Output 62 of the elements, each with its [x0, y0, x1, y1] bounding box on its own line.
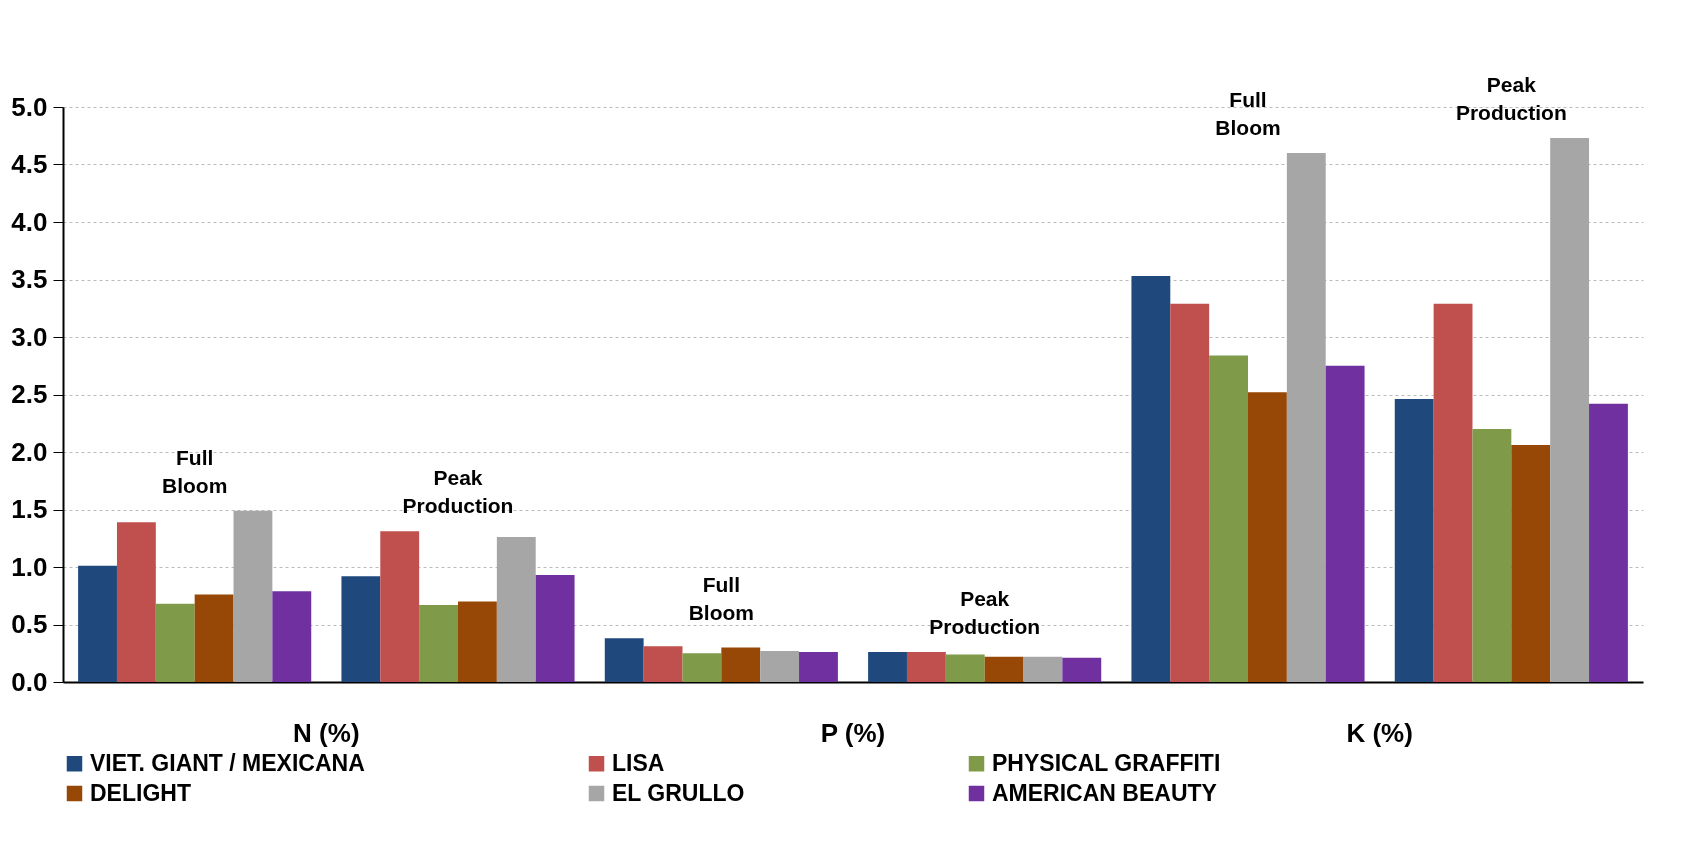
- bar: [984, 656, 1024, 682]
- bar: [1209, 355, 1248, 682]
- bar: [496, 537, 536, 682]
- bar: [1062, 657, 1102, 682]
- y-tick-label: 0.5: [11, 609, 48, 639]
- bar: [535, 575, 575, 682]
- y-tick-label: 2.5: [11, 379, 48, 409]
- bar: [945, 654, 985, 682]
- bar: [341, 576, 381, 682]
- bar: [458, 601, 497, 682]
- y-tick-label: 3.0: [11, 321, 48, 352]
- bar: [682, 653, 722, 682]
- bar: [760, 650, 800, 682]
- legend-label: EL GRULLO: [612, 779, 745, 806]
- bar: [799, 652, 838, 682]
- y-tick-label: 5.0: [11, 91, 48, 122]
- x-tick-label: Full Bloom: [162, 445, 228, 497]
- bar: [1170, 303, 1210, 682]
- legend-label: AMERICAN BEAUTY: [992, 779, 1217, 806]
- x-tick-label: Full Bloom: [688, 573, 754, 625]
- y-tick-label: 3.5: [11, 264, 48, 294]
- bar: [1286, 153, 1326, 682]
- bar: [116, 522, 156, 682]
- bar: [272, 591, 312, 682]
- bar: [419, 604, 458, 682]
- legend-label: LISA: [612, 749, 665, 776]
- legend-label: PHYSICAL GRAFFITI: [992, 749, 1221, 776]
- bar: [1472, 429, 1512, 682]
- x-tick-label: Full Bloom: [1215, 88, 1281, 139]
- x-tick-label: Peak Production: [1455, 73, 1567, 125]
- bar: [1511, 445, 1551, 682]
- y-tick-label: 1.5: [11, 494, 48, 524]
- bar: [380, 531, 420, 682]
- bar: [643, 646, 683, 682]
- bar: [721, 647, 761, 682]
- text: N (%): [293, 718, 360, 748]
- bar: [78, 565, 117, 682]
- bar: [194, 594, 234, 682]
- bar: [604, 638, 644, 682]
- y-tick-label: 2.0: [11, 436, 48, 467]
- legend-label: VIET. GIANT / MEXICANA: [90, 749, 365, 776]
- y-tick-label: 0.0: [11, 666, 48, 697]
- legend-label: DELIGHT: [90, 779, 191, 806]
- bar: [1433, 303, 1473, 682]
- x-tick-label: Peak Production: [402, 466, 514, 518]
- text: K (%): [1346, 718, 1413, 748]
- bar: [1131, 276, 1171, 682]
- bar: [1394, 399, 1434, 682]
- y-tick-label: 4.5: [11, 149, 48, 179]
- y-tick-label: 1.0: [11, 551, 48, 582]
- bar: [906, 652, 946, 682]
- bar: [1589, 403, 1628, 682]
- text: P (%): [820, 718, 886, 748]
- bar: [155, 603, 195, 682]
- bar: [868, 652, 907, 682]
- y-tick-label: 4.0: [11, 206, 48, 237]
- x-tick-label: Peak Production: [929, 587, 1041, 639]
- bar: [1248, 392, 1287, 682]
- bar: [233, 510, 273, 682]
- bar: [1325, 365, 1365, 682]
- bar: [1023, 656, 1063, 682]
- bar: [1550, 138, 1590, 682]
